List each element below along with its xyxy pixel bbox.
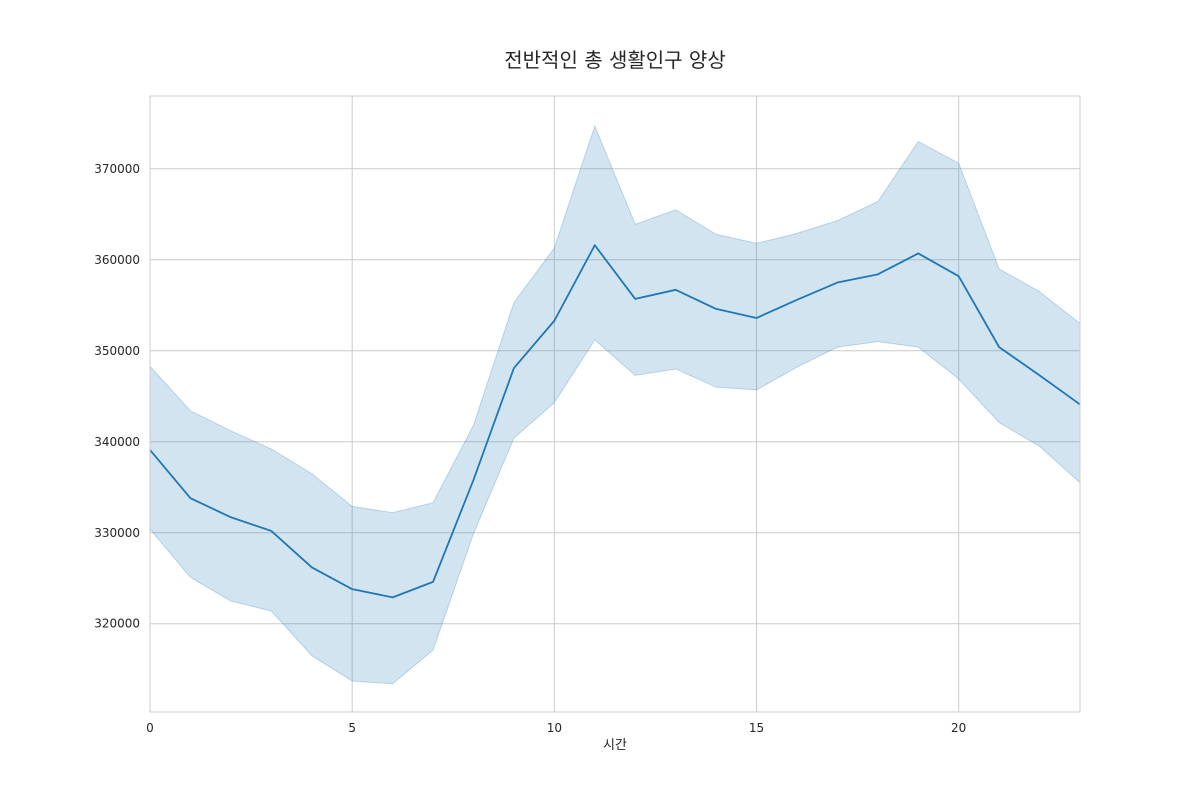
data-point	[594, 244, 596, 246]
y-tick-label: 350000	[94, 344, 140, 358]
data-point	[513, 367, 515, 369]
plot-frame	[149, 95, 1081, 713]
data-point	[715, 308, 717, 310]
x-tick-label: 20	[951, 721, 966, 735]
series-line	[149, 244, 1081, 599]
chart-title: 전반적인 총 생활인구 양상	[504, 48, 725, 72]
data-point	[351, 588, 353, 590]
data-point	[836, 282, 838, 284]
data-point	[958, 275, 960, 277]
data-point	[917, 252, 919, 254]
data-point	[189, 497, 191, 499]
data-point	[311, 566, 313, 568]
x-tick-label: 10	[547, 721, 562, 735]
data-point	[432, 581, 434, 583]
y-tick-label: 370000	[94, 162, 140, 176]
y-tick-label: 320000	[94, 617, 140, 631]
y-tick-label: 360000	[94, 253, 140, 267]
data-point	[756, 317, 758, 319]
data-point	[472, 479, 474, 481]
y-tick-label: 340000	[94, 435, 140, 449]
data-point	[877, 273, 879, 275]
tick-layer: 0 5 10 15 20 320000 330000 340000 350000 360000 37…	[94, 162, 966, 735]
plot-layer	[149, 124, 1081, 685]
data-point	[553, 320, 555, 322]
x-tick-label: 0	[146, 721, 154, 735]
data-point	[634, 298, 636, 300]
x-tick-label: 15	[749, 721, 764, 735]
data-point	[796, 299, 798, 301]
data-point	[998, 346, 1000, 348]
confidence-band	[149, 124, 1081, 685]
grid-layer	[149, 96, 1080, 712]
data-point	[230, 516, 232, 518]
y-tick-label: 330000	[94, 526, 140, 540]
data-point	[1039, 374, 1041, 376]
x-tick-label: 5	[348, 721, 356, 735]
data-point	[675, 289, 677, 291]
x-axis-label: 시간	[603, 738, 627, 753]
data-point	[392, 596, 394, 598]
data-point	[270, 530, 272, 532]
